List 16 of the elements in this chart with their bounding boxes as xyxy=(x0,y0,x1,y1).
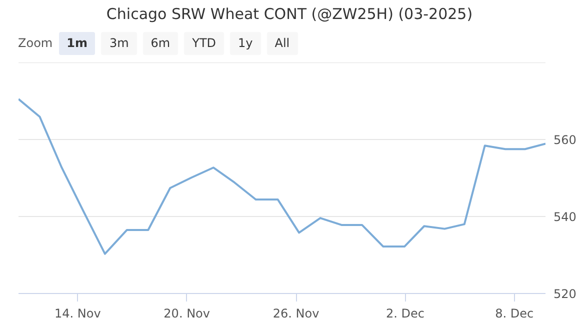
text: YTD xyxy=(184,32,224,56)
text: 3m xyxy=(101,32,137,56)
text: Zoom xyxy=(18,36,53,50)
x-tick-label: 26. Nov xyxy=(272,306,320,320)
x-tick-label: 20. Nov xyxy=(164,306,210,320)
x-tick-label: 8. Dec xyxy=(495,306,534,320)
y-tick-label: 540 xyxy=(554,210,576,224)
x-tick-label: 14. Nov xyxy=(54,306,101,320)
x-tick-label: 2. Dec xyxy=(386,306,424,320)
y-tick-label: 560 xyxy=(554,133,576,147)
text: All xyxy=(266,32,298,56)
text: 1m xyxy=(58,32,96,56)
y-tick-label: 520 xyxy=(554,287,576,301)
text: 1y xyxy=(230,32,261,56)
chart-title: Chicago SRW Wheat CONT (@ZW25H) (03-2025) xyxy=(105,4,474,25)
text: 6m xyxy=(142,32,178,56)
